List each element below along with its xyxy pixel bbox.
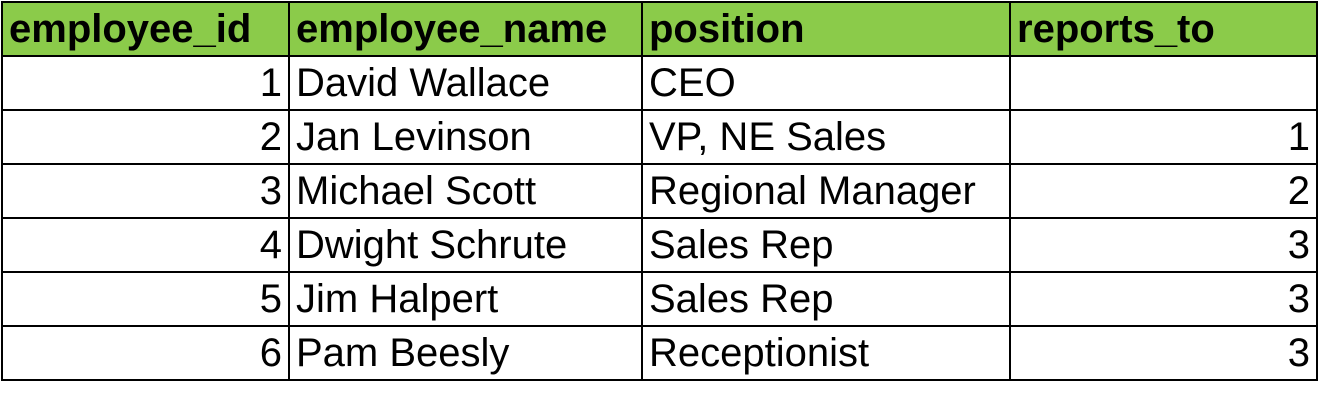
cell-employee-name[interactable]: Michael Scott [288, 163, 643, 219]
table-header: employee_id employee_name position repor… [1, 1, 1318, 57]
cell-position[interactable]: Sales Rep [641, 217, 1011, 273]
table-row: 6 Pam Beesly Receptionist 3 [1, 325, 1318, 381]
cell-reports-to[interactable]: 1 [1009, 109, 1318, 165]
employee-table: employee_id employee_name position repor… [1, 1, 1318, 381]
table-row: 1 David Wallace CEO [1, 55, 1318, 111]
cell-position[interactable]: Receptionist [641, 325, 1011, 381]
cell-employee-id[interactable]: 4 [1, 217, 290, 273]
cell-reports-to[interactable] [1009, 55, 1318, 111]
header-position[interactable]: position [641, 1, 1011, 57]
cell-employee-id[interactable]: 1 [1, 55, 290, 111]
cell-position[interactable]: CEO [641, 55, 1011, 111]
header-employee-id[interactable]: employee_id [1, 1, 290, 57]
cell-employee-id[interactable]: 6 [1, 325, 290, 381]
cell-position[interactable]: Sales Rep [641, 271, 1011, 327]
table-row: 2 Jan Levinson VP, NE Sales 1 [1, 109, 1318, 165]
cell-reports-to[interactable]: 3 [1009, 271, 1318, 327]
cell-employee-id[interactable]: 5 [1, 271, 290, 327]
table-row: 3 Michael Scott Regional Manager 2 [1, 163, 1318, 219]
header-reports-to[interactable]: reports_to [1009, 1, 1318, 57]
cell-reports-to[interactable]: 3 [1009, 325, 1318, 381]
header-row: employee_id employee_name position repor… [1, 1, 1318, 57]
header-employee-name[interactable]: employee_name [288, 1, 643, 57]
table-row: 5 Jim Halpert Sales Rep 3 [1, 271, 1318, 327]
cell-reports-to[interactable]: 3 [1009, 217, 1318, 273]
cell-employee-name[interactable]: David Wallace [288, 55, 643, 111]
cell-employee-name[interactable]: Dwight Schrute [288, 217, 643, 273]
cell-position[interactable]: Regional Manager [641, 163, 1011, 219]
cell-employee-name[interactable]: Jim Halpert [288, 271, 643, 327]
table-body: 1 David Wallace CEO 2 Jan Levinson VP, N… [1, 55, 1318, 381]
cell-employee-name[interactable]: Jan Levinson [288, 109, 643, 165]
cell-employee-name[interactable]: Pam Beesly [288, 325, 643, 381]
cell-employee-id[interactable]: 2 [1, 109, 290, 165]
cell-reports-to[interactable]: 2 [1009, 163, 1318, 219]
table-row: 4 Dwight Schrute Sales Rep 3 [1, 217, 1318, 273]
cell-employee-id[interactable]: 3 [1, 163, 290, 219]
cell-position[interactable]: VP, NE Sales [641, 109, 1011, 165]
